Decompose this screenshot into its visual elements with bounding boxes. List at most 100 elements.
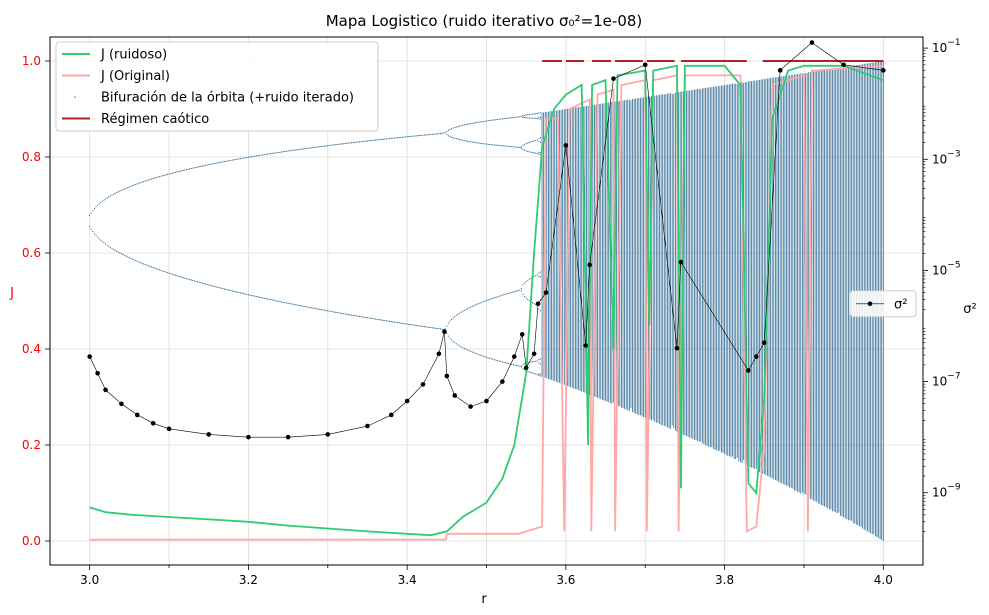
orbit-point bbox=[160, 269, 162, 271]
orbit-point bbox=[403, 136, 405, 138]
orbit-point bbox=[530, 113, 532, 115]
orbit-point bbox=[408, 323, 410, 325]
orbit-point bbox=[322, 145, 324, 147]
sigma-point bbox=[746, 368, 751, 373]
orbit-point bbox=[179, 276, 181, 278]
orbit-point bbox=[243, 157, 245, 159]
orbit-point bbox=[387, 320, 389, 322]
orbit-point bbox=[539, 373, 541, 375]
orbit-point bbox=[174, 274, 176, 276]
orbit-point bbox=[420, 134, 422, 136]
orbit-point bbox=[297, 304, 299, 306]
y-axis-title-left: J bbox=[9, 286, 14, 301]
orbit-point bbox=[409, 324, 411, 326]
orbit-point bbox=[419, 325, 421, 327]
orbit-point bbox=[139, 262, 141, 264]
sigma-point bbox=[531, 351, 537, 357]
orbit-point bbox=[124, 254, 126, 256]
orbit-point bbox=[498, 360, 500, 362]
orbit-point bbox=[100, 239, 102, 241]
sigma-point bbox=[674, 345, 680, 351]
orbit-point bbox=[484, 300, 486, 302]
orbit-point bbox=[505, 293, 507, 295]
orbit-point bbox=[441, 132, 443, 134]
orbit-point bbox=[201, 282, 203, 284]
orbit-point bbox=[343, 313, 345, 315]
orbit-point bbox=[252, 155, 254, 157]
orbit-point bbox=[452, 127, 454, 129]
orbit-point bbox=[154, 267, 156, 269]
orbit-point bbox=[359, 315, 361, 317]
orbit-point bbox=[522, 293, 524, 295]
orbit-point bbox=[459, 139, 461, 141]
orbit-point bbox=[411, 324, 413, 326]
orbit-point bbox=[133, 184, 135, 186]
orbit-point bbox=[214, 286, 216, 288]
orbit-point bbox=[486, 120, 487, 122]
orbit-point bbox=[203, 283, 205, 285]
orbit-point bbox=[392, 321, 394, 323]
orbit-point bbox=[125, 187, 127, 189]
orbit-point bbox=[446, 332, 448, 334]
sigma-point bbox=[87, 354, 92, 359]
orbit-point bbox=[292, 303, 294, 305]
orbit-point bbox=[176, 171, 178, 173]
y-tick-label-right: 10−1 bbox=[932, 38, 961, 55]
orbit-point bbox=[100, 201, 102, 203]
orbit-point bbox=[455, 138, 457, 140]
orbit-point bbox=[90, 212, 92, 214]
sigma-point bbox=[519, 332, 525, 337]
orbit-point bbox=[151, 178, 153, 180]
orbit-point bbox=[509, 363, 511, 365]
orbit-point bbox=[130, 257, 132, 259]
orbit-point bbox=[263, 154, 265, 156]
orbit-point bbox=[192, 280, 194, 282]
orbit-point bbox=[506, 293, 508, 295]
sigma-point bbox=[420, 382, 426, 387]
orbit-point bbox=[527, 150, 529, 152]
sigma-point bbox=[881, 68, 886, 73]
orbit-point bbox=[487, 357, 489, 359]
orbit-point bbox=[424, 326, 426, 328]
orbit-point bbox=[333, 311, 335, 313]
orbit-point bbox=[233, 290, 235, 292]
orbit-point bbox=[292, 149, 294, 151]
orbit-point bbox=[479, 354, 481, 356]
orbit-point bbox=[466, 349, 468, 351]
orbit-point bbox=[143, 181, 145, 183]
orbit-point bbox=[290, 150, 292, 152]
orbit-point bbox=[93, 208, 95, 210]
orbit-point bbox=[200, 165, 202, 167]
orbit-point bbox=[536, 373, 538, 375]
orbit-point bbox=[463, 124, 465, 126]
orbit-point bbox=[344, 143, 346, 145]
orbit-point bbox=[532, 140, 534, 142]
orbit-point bbox=[509, 292, 511, 294]
orbit-point bbox=[449, 136, 451, 138]
orbit-point bbox=[525, 297, 527, 299]
orbit-point bbox=[271, 299, 273, 301]
orbit-point bbox=[374, 318, 376, 320]
orbit-point bbox=[400, 322, 402, 324]
orbit-point bbox=[525, 114, 527, 116]
orbit-point bbox=[389, 138, 391, 140]
orbit-point bbox=[393, 137, 395, 139]
orbit-point bbox=[514, 146, 516, 148]
orbit-point bbox=[227, 160, 229, 162]
orbit-point bbox=[322, 309, 324, 311]
orbit-point bbox=[268, 153, 270, 155]
orbit-point bbox=[259, 154, 261, 156]
sigma-point bbox=[587, 262, 592, 268]
orbit-point bbox=[117, 191, 119, 193]
sigma-point bbox=[511, 354, 517, 359]
orbit-point bbox=[203, 165, 205, 167]
orbit-point bbox=[230, 290, 232, 292]
orbit-point bbox=[325, 145, 327, 147]
orbit-point bbox=[509, 117, 511, 119]
orbit-point bbox=[360, 316, 362, 318]
orbit-point bbox=[135, 260, 137, 262]
orbit-point bbox=[539, 363, 541, 365]
orbit-point bbox=[224, 288, 226, 290]
sigma-point bbox=[206, 432, 212, 437]
orbit-point bbox=[381, 138, 383, 140]
